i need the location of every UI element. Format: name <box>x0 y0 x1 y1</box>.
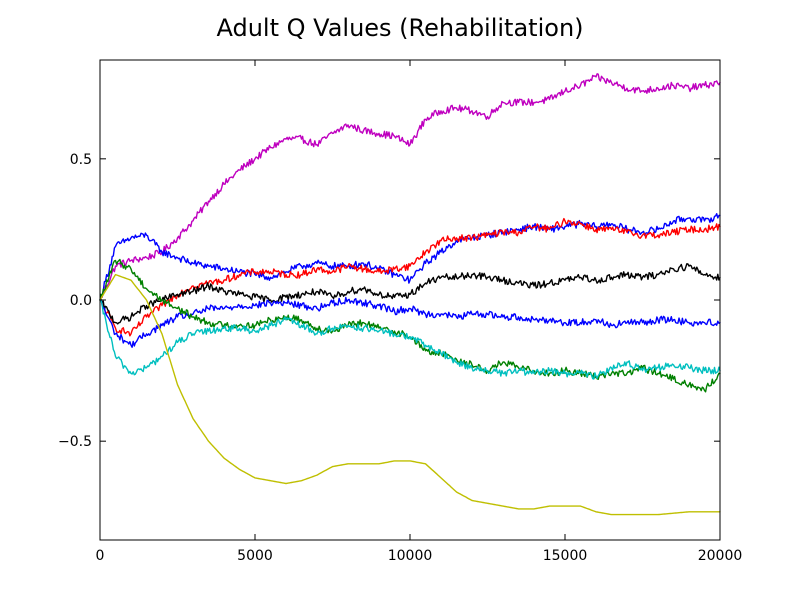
series-line-5 <box>99 296 721 348</box>
series-layer <box>99 73 721 516</box>
x-tick-label: 10000 <box>388 548 433 564</box>
series-line-1 <box>99 73 721 301</box>
x-tick-label: 5000 <box>237 548 273 564</box>
axes-frame <box>99 59 721 541</box>
series-line-4 <box>99 263 721 325</box>
y-tick-label: −0.5 <box>58 434 92 450</box>
x-axis: 0 5000 10000 15000 20000 <box>96 60 743 564</box>
y-tick-label: 0.0 <box>70 293 92 309</box>
y-axis: −0.5 0.0 0.5 <box>58 152 720 450</box>
x-tick-label: 20000 <box>698 548 743 564</box>
series-line-7 <box>99 299 721 380</box>
series-line-3 <box>99 217 721 337</box>
x-tick-label: 0 <box>96 548 105 564</box>
series-line-8 <box>99 273 721 516</box>
chart-title: Adult Q Values (Rehabilitation) <box>216 14 583 42</box>
x-tick-label: 15000 <box>543 548 588 564</box>
y-tick-label: 0.5 <box>70 152 92 168</box>
